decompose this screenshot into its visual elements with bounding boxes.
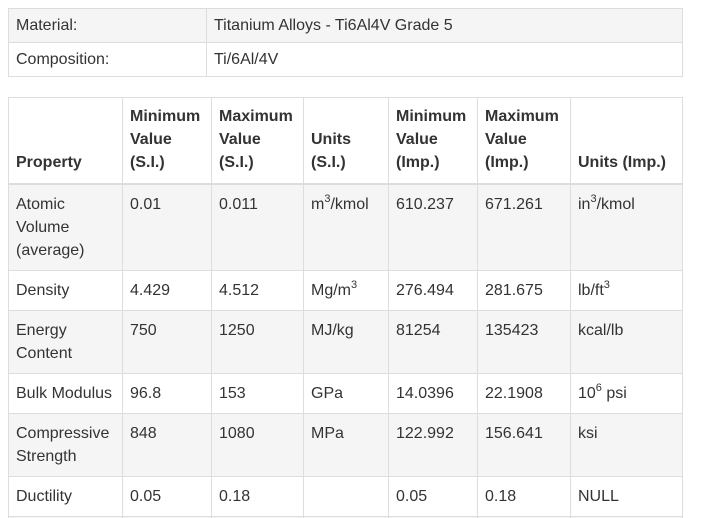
properties-table: Property Minimum Value (S.I.) Maximum Va…: [8, 97, 683, 518]
unit-rest: /kmol: [596, 196, 635, 213]
unit-superscript: 3: [590, 192, 597, 205]
table-row: Bulk Modulus 96.8 153 GPa 14.0396 22.190…: [8, 373, 683, 414]
units-si-value: [303, 476, 389, 517]
units-si-value: Mg/m3: [303, 270, 389, 311]
unit-superscript: 3: [324, 192, 331, 205]
material-label: Material:: [8, 8, 207, 43]
table-row: Atomic Volume (average) 0.01 0.011 m3/km…: [8, 183, 683, 271]
units-imp-value: 106 psi: [570, 373, 683, 414]
units-si-value: MJ/kg: [303, 310, 389, 374]
min-imp-value: 276.494: [388, 270, 478, 311]
header-max-si-line2: Value: [219, 131, 261, 148]
max-si-value: 1250: [211, 310, 304, 374]
header-max-imp-line3: (Imp.): [485, 154, 529, 171]
max-si-value: 1080: [211, 413, 304, 477]
header-min-imp-line1: Minimum: [396, 108, 467, 125]
property-name: Compressive Strength: [8, 413, 123, 477]
min-si-value: 750: [122, 310, 212, 374]
header-max-si-line3: (S.I.): [219, 154, 254, 171]
unit-base: NULL: [578, 488, 619, 505]
header-property: Property: [8, 97, 123, 185]
min-si-value: 4.429: [122, 270, 212, 311]
property-name: Bulk Modulus: [8, 373, 123, 414]
unit-rest: /kmol: [330, 196, 369, 213]
units-imp-value: ksi: [570, 413, 683, 477]
min-imp-value: 610.237: [388, 183, 478, 271]
material-row: Material: Titanium Alloys - Ti6Al4V Grad…: [8, 8, 683, 43]
unit-superscript: 3: [351, 278, 358, 291]
units-si-value: m3/kmol: [303, 183, 389, 271]
min-imp-value: 14.0396: [388, 373, 478, 414]
table-row: Energy Content 750 1250 MJ/kg 81254 1354…: [8, 310, 683, 374]
units-imp-value: in3/kmol: [570, 183, 683, 271]
header-max-imp-line1: Maximum: [485, 108, 559, 125]
max-imp-value: 156.641: [477, 413, 571, 477]
header-units-imp: Units (Imp.): [570, 97, 683, 185]
header-min-imp: Minimum Value (Imp.): [388, 97, 478, 185]
table-row-partial: [8, 516, 683, 518]
composition-value: Ti/6Al/4V: [206, 42, 683, 77]
units-imp-value: lb/ft3: [570, 270, 683, 311]
max-imp-value: 0.18: [477, 476, 571, 517]
composition-row: Composition: Ti/6Al/4V: [8, 42, 683, 77]
header-max-imp-line2: Value: [485, 131, 527, 148]
unit-base: ksi: [578, 425, 598, 442]
property-name: Ductility: [8, 476, 123, 517]
header-min-imp-line2: Value: [396, 131, 438, 148]
header-min-si-line3: (S.I.): [130, 154, 165, 171]
unit-base: MPa: [311, 425, 344, 442]
max-si-value: 153: [211, 373, 304, 414]
units-si-value: MPa: [303, 413, 389, 477]
max-imp-value: 135423: [477, 310, 571, 374]
min-imp-value: 0.05: [388, 476, 478, 517]
header-units-si: Units (S.I.): [303, 97, 389, 185]
property-name: Density: [8, 270, 123, 311]
min-si-value: 96.8: [122, 373, 212, 414]
unit-superscript: 6: [595, 381, 602, 394]
min-si-value: 848: [122, 413, 212, 477]
max-si-value: 0.18: [211, 476, 304, 517]
header-units-si-line1: Units: [311, 131, 351, 148]
max-si-value: 4.512: [211, 270, 304, 311]
header-max-si-line1: Maximum: [219, 108, 293, 125]
property-name: Energy Content: [8, 310, 123, 374]
header-min-si-line1: Minimum: [130, 108, 201, 125]
unit-base: kcal/lb: [578, 322, 624, 339]
unit-base: lb/ft: [578, 282, 604, 299]
max-imp-value: 22.1908: [477, 373, 571, 414]
min-imp-value: 81254: [388, 310, 478, 374]
units-imp-value: kcal/lb: [570, 310, 683, 374]
unit-base: MJ/kg: [311, 322, 354, 339]
min-si-value: 0.01: [122, 183, 212, 271]
unit-superscript: 3: [603, 278, 610, 291]
max-imp-value: 281.675: [477, 270, 571, 311]
max-si-value: 0.011: [211, 183, 304, 271]
max-imp-value: 671.261: [477, 183, 571, 271]
header-units-si-line2: (S.I.): [311, 154, 346, 171]
min-imp-value: 122.992: [388, 413, 478, 477]
units-imp-value: NULL: [570, 476, 683, 517]
unit-base: GPa: [311, 385, 344, 402]
table-row: Compressive Strength 848 1080 MPa 122.99…: [8, 413, 683, 477]
header-min-si: Minimum Value (S.I.): [122, 97, 212, 185]
material-value: Titanium Alloys - Ti6Al4V Grade 5: [206, 8, 683, 43]
table-row: Ductility 0.05 0.18 0.05 0.18 NULL: [8, 476, 683, 517]
min-si-value: 0.05: [122, 476, 212, 517]
units-si-value: GPa: [303, 373, 389, 414]
material-info-table: Material: Titanium Alloys - Ti6Al4V Grad…: [8, 8, 683, 77]
header-min-imp-line3: (Imp.): [396, 154, 440, 171]
unit-rest: psi: [601, 385, 627, 402]
header-row: Property Minimum Value (S.I.) Maximum Va…: [8, 97, 683, 185]
property-name: Atomic Volume (average): [8, 183, 123, 271]
unit-base: m: [311, 196, 325, 213]
header-min-si-line2: Value: [130, 131, 172, 148]
composition-label: Composition:: [8, 42, 207, 77]
table-row: Density 4.429 4.512 Mg/m3 276.494 281.67…: [8, 270, 683, 311]
header-max-si: Maximum Value (S.I.): [211, 97, 304, 185]
unit-base: in: [578, 196, 591, 213]
header-max-imp: Maximum Value (Imp.): [477, 97, 571, 185]
unit-base: Mg/m: [311, 282, 351, 299]
unit-base: 10: [578, 385, 596, 402]
